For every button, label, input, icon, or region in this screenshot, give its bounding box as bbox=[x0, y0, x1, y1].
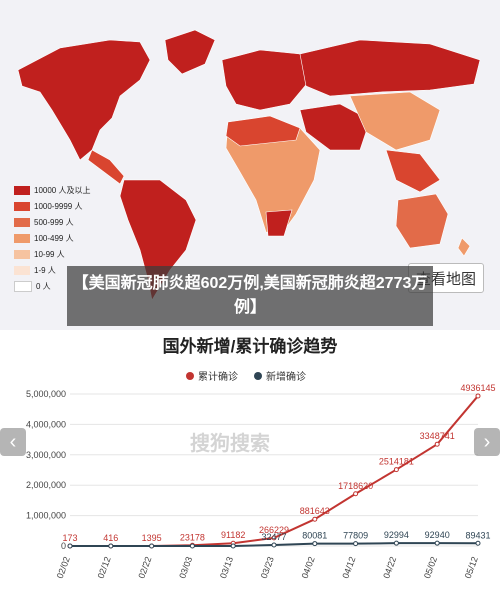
south-africa-region bbox=[265, 209, 293, 237]
data-label: 32477 bbox=[261, 532, 286, 542]
series-line bbox=[69, 395, 479, 547]
legend-item: 500-999 人 bbox=[14, 214, 90, 230]
world-map-svg bbox=[17, 29, 481, 301]
x-tick-label: 02/02 bbox=[55, 555, 72, 580]
data-label: 89431 bbox=[465, 530, 490, 540]
data-point bbox=[475, 540, 481, 546]
series-legend-label: 累计确诊 bbox=[198, 370, 238, 383]
series-legend-marker bbox=[186, 372, 194, 380]
east-asia-region bbox=[349, 91, 441, 151]
x-tick-label: 05/02 bbox=[422, 555, 439, 580]
north-africa-region bbox=[225, 115, 301, 147]
data-label: 3348741 bbox=[420, 431, 455, 441]
data-label: 416 bbox=[103, 533, 118, 543]
data-point bbox=[312, 516, 318, 522]
data-label: 266229 bbox=[259, 525, 289, 535]
chevron-left-icon: ‹ bbox=[9, 430, 17, 453]
legend-label: 100-499 人 bbox=[34, 233, 74, 243]
x-tick-label: 02/12 bbox=[96, 555, 113, 580]
data-point bbox=[271, 542, 277, 548]
legend-item: 0 人 bbox=[14, 278, 90, 294]
legend-swatch bbox=[14, 185, 30, 195]
data-point bbox=[434, 441, 440, 447]
series-legend-label: 新增确诊 bbox=[266, 370, 306, 383]
data-point bbox=[230, 543, 236, 549]
europe-region bbox=[221, 49, 311, 111]
legend-label: 500-999 人 bbox=[34, 217, 74, 227]
data-label: 77809 bbox=[343, 531, 368, 541]
central-america-region bbox=[87, 149, 125, 185]
x-tick-label: 03/23 bbox=[259, 555, 276, 580]
map-legend: 10000 人及以上 1000-9999 人 500-999 人 100-499 人 1… bbox=[14, 182, 90, 294]
data-point bbox=[434, 540, 440, 546]
sogou-watermark: 搜狗搜索 bbox=[190, 433, 270, 455]
legend-swatch bbox=[14, 280, 32, 292]
y-tick-label: 1,000,000 bbox=[26, 511, 66, 521]
middle-east-region bbox=[299, 103, 371, 151]
x-tick-label: 04/22 bbox=[381, 555, 398, 580]
x-tick-label: 02/22 bbox=[136, 555, 153, 580]
data-label: 1718620 bbox=[338, 481, 373, 491]
legend-swatch bbox=[14, 249, 30, 259]
greenland-region bbox=[164, 29, 216, 75]
data-label: 92994 bbox=[384, 530, 409, 540]
x-tick-label: 03/13 bbox=[218, 555, 235, 580]
legend-label: 0 人 bbox=[36, 281, 51, 291]
x-tick-label: 04/02 bbox=[300, 555, 317, 580]
data-point bbox=[393, 540, 399, 546]
north-america-region bbox=[17, 39, 151, 161]
next-image-button[interactable]: › bbox=[474, 428, 500, 456]
image-caption: 【美国新冠肺炎超602万例,美国新冠肺炎超2773万例】 bbox=[67, 266, 433, 326]
prev-image-button[interactable]: ‹ bbox=[0, 428, 26, 456]
series-legend-marker bbox=[254, 372, 262, 380]
y-tick-label: 5,000,000 bbox=[26, 389, 66, 399]
southeast-asia-region bbox=[385, 149, 441, 193]
legend-label: 10000 人及以上 bbox=[34, 185, 91, 195]
data-label: 881643 bbox=[300, 506, 330, 516]
trend-chart: 累计确诊 新增确诊 0 1,000,000 2,000,000 3,000,000 4,00… bbox=[26, 370, 496, 580]
chevron-right-icon: › bbox=[483, 430, 491, 453]
legend-swatch bbox=[14, 233, 30, 243]
data-point bbox=[393, 467, 399, 473]
data-label: 1395 bbox=[142, 533, 162, 543]
data-point bbox=[353, 491, 359, 497]
data-point bbox=[475, 393, 481, 399]
legend-item: 10-99 人 bbox=[14, 246, 90, 262]
new-zealand-region bbox=[457, 237, 471, 257]
chart-title: 国外新增/累计确诊趋势 bbox=[162, 337, 338, 356]
y-tick-label: 2,000,000 bbox=[26, 480, 66, 490]
data-point bbox=[312, 541, 318, 547]
legend-item: 1-9 人 bbox=[14, 262, 90, 278]
legend-label: 1000-9999 人 bbox=[34, 201, 83, 211]
russia-region bbox=[299, 39, 481, 97]
data-point bbox=[353, 541, 359, 547]
data-label: 173 bbox=[62, 533, 77, 543]
data-label: 23178 bbox=[180, 532, 205, 542]
y-tick-label: 4,000,000 bbox=[26, 419, 66, 429]
legend-label: 10-99 人 bbox=[34, 249, 65, 259]
data-point bbox=[149, 543, 155, 549]
data-label: 80081 bbox=[302, 531, 327, 541]
x-tick-label: 03/03 bbox=[177, 555, 194, 580]
legend-swatch bbox=[14, 217, 30, 227]
y-tick-label: 3,000,000 bbox=[26, 450, 66, 460]
data-point bbox=[271, 535, 277, 541]
data-label: 91182 bbox=[221, 530, 245, 540]
data-point bbox=[189, 543, 195, 549]
legend-swatch bbox=[14, 201, 30, 211]
data-point bbox=[108, 543, 114, 549]
legend-swatch bbox=[14, 265, 30, 275]
legend-item: 10000 人及以上 bbox=[14, 182, 90, 198]
x-tick-label: 05/12 bbox=[463, 555, 480, 580]
legend-item: 100-499 人 bbox=[14, 230, 90, 246]
australia-region bbox=[395, 193, 449, 249]
data-label: 2514181 bbox=[379, 457, 414, 467]
data-label: 4936145 bbox=[460, 383, 495, 393]
data-label: 92940 bbox=[425, 530, 450, 540]
y-tick-label: 0 bbox=[61, 541, 66, 551]
data-point bbox=[67, 543, 73, 549]
legend-label: 1-9 人 bbox=[34, 265, 56, 275]
legend-item: 1000-9999 人 bbox=[14, 198, 90, 214]
x-tick-label: 04/12 bbox=[340, 555, 357, 580]
